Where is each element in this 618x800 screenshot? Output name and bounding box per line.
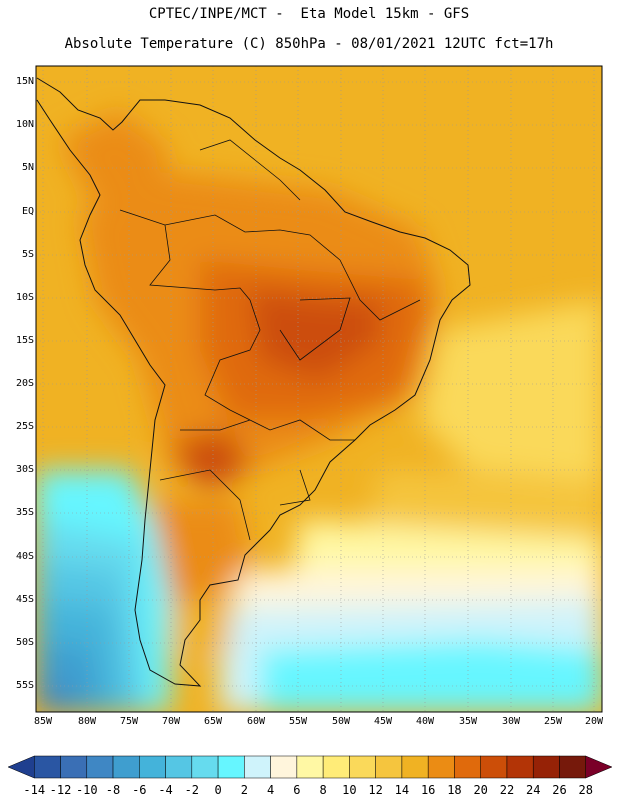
colorbar xyxy=(7,755,613,779)
lat-label: 15N xyxy=(15,76,34,87)
colorbar-bin xyxy=(349,755,376,779)
lat-label: 5S xyxy=(21,249,34,260)
colorbar-bin xyxy=(60,755,88,779)
lon-label: 50W xyxy=(331,716,351,727)
lat-label: EQ xyxy=(21,206,34,217)
colorbar-label: -8 xyxy=(105,783,121,797)
colorbar-bin xyxy=(375,755,403,779)
colorbar-bin xyxy=(559,755,586,779)
map-subtitle: Absolute Temperature (C) 850hPa - 08/01/… xyxy=(64,36,554,52)
lat-label: 50S xyxy=(15,637,34,648)
map-frame xyxy=(35,65,603,713)
lat-label: 15S xyxy=(15,335,34,346)
colorbar-bin xyxy=(244,755,271,779)
colorbar-bin xyxy=(112,755,140,779)
lon-label: 70W xyxy=(161,716,181,727)
colorbar-label: -10 xyxy=(75,783,98,797)
colorbar-bin xyxy=(270,755,298,779)
colorbar-bin xyxy=(401,755,429,779)
colorbar-label: 22 xyxy=(499,783,515,797)
colorbar-label: -4 xyxy=(158,783,173,797)
south-america-outline xyxy=(36,77,471,687)
lon-label: 80W xyxy=(77,716,97,727)
colorbar-bin xyxy=(165,755,193,779)
colorbar-label: 16 xyxy=(420,783,436,797)
colorbar-label: 12 xyxy=(368,783,383,797)
lon-label: 75W xyxy=(119,716,139,727)
lon-label: 60W xyxy=(246,716,266,727)
lon-label: 65W xyxy=(203,716,223,727)
colorbar-bin xyxy=(532,755,560,779)
lon-label: 45W xyxy=(373,716,393,727)
colorbar-bin xyxy=(191,755,219,779)
colorbar-bin xyxy=(480,755,508,779)
country-borders xyxy=(119,139,421,541)
colorbar-label: 28 xyxy=(578,783,593,797)
colorbar-bin xyxy=(34,755,61,779)
lat-label: 45S xyxy=(15,594,34,605)
lat-label: 5N xyxy=(21,162,34,173)
colorbar-label: -6 xyxy=(132,783,147,797)
colorbar-label: 14 xyxy=(394,783,410,797)
lon-label: 85W xyxy=(33,716,53,727)
colorbar-label: 18 xyxy=(447,783,462,797)
map-title: CPTEC/INPE/MCT - Eta Model 15km - GFS xyxy=(148,6,470,22)
colorbar-label: 26 xyxy=(552,783,567,797)
colorbar-label: 0 xyxy=(214,783,222,797)
lon-label: 35W xyxy=(458,716,478,727)
colorbar-label: 2 xyxy=(240,783,248,797)
colorbar-bin xyxy=(427,755,455,779)
colorbar-bin xyxy=(322,755,350,779)
colorbar-bin xyxy=(296,755,324,779)
lat-label: 40S xyxy=(15,551,34,562)
colorbar-label: 24 xyxy=(525,783,541,797)
colorbar-bin xyxy=(454,755,481,779)
colorbar-bin xyxy=(7,755,35,779)
lon-label: 30W xyxy=(501,716,521,727)
colorbar-label: 10 xyxy=(342,783,357,797)
lat-label: 10N xyxy=(15,119,34,130)
temperature-field xyxy=(36,66,602,712)
colorbar-bin xyxy=(86,755,114,779)
colorbar-bin xyxy=(585,755,613,779)
colorbar-bin xyxy=(217,755,245,779)
lat-label: 20S xyxy=(15,378,34,389)
lon-label: 20W xyxy=(584,716,604,727)
colorbar-label: -14 xyxy=(23,783,46,797)
colorbar-label: 20 xyxy=(473,783,488,797)
colorbar-bin xyxy=(139,755,166,779)
colorbar-label: 8 xyxy=(319,783,327,797)
lat-label: 35S xyxy=(15,507,34,518)
colorbar-label: -12 xyxy=(49,783,72,797)
lat-label: 55S xyxy=(15,680,34,691)
lon-label: 55W xyxy=(288,716,308,727)
colorbar-label: -2 xyxy=(184,783,200,797)
colorbar-label: 4 xyxy=(266,783,275,797)
lat-label: 10S xyxy=(15,292,34,303)
lat-label: 25S xyxy=(15,421,34,432)
lat-label: 30S xyxy=(15,464,34,475)
colorbar-bin xyxy=(506,755,534,779)
lon-label: 40W xyxy=(415,716,435,727)
colorbar-label: 6 xyxy=(293,783,301,797)
lon-label: 25W xyxy=(543,716,563,727)
